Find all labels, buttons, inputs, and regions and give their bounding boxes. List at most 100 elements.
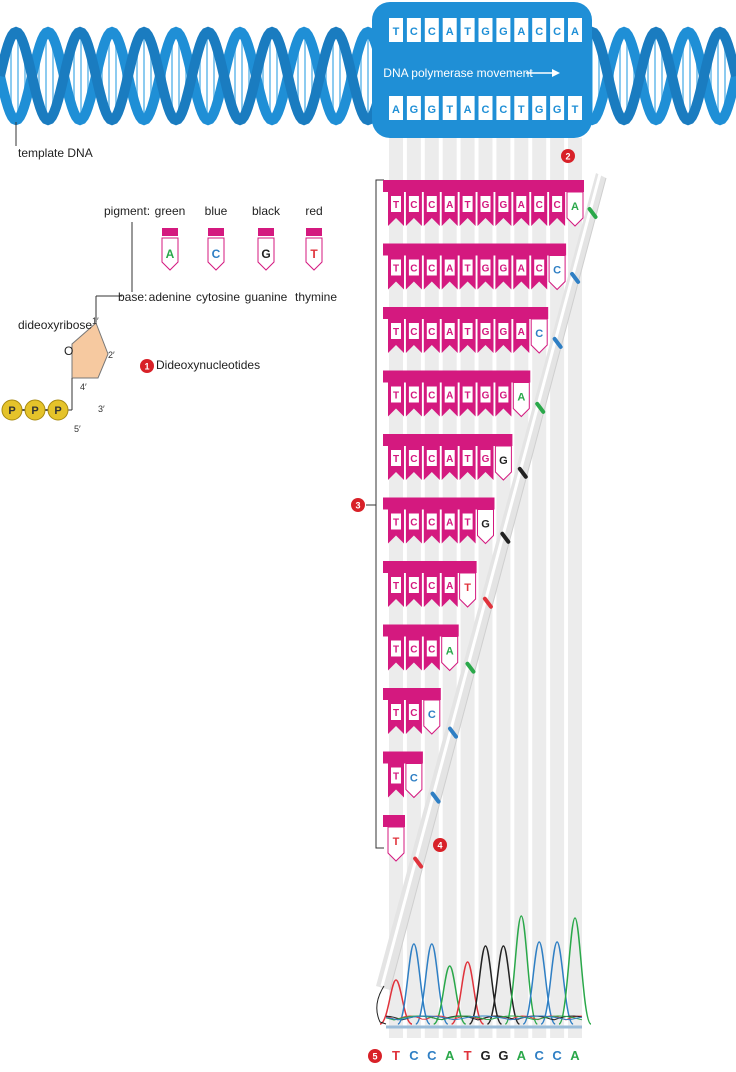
strand-base-cell <box>460 96 475 120</box>
fragment-backbone <box>383 751 423 764</box>
strand-base-letter: T <box>518 104 525 116</box>
nucleotide-letter: A <box>446 264 453 275</box>
carbon-3-label: 3′ <box>98 404 105 414</box>
nucleotide-letter: A <box>518 264 525 275</box>
nucleotide-letter: C <box>536 200 543 211</box>
capillary-mark <box>465 661 476 674</box>
nucleotide-window <box>444 577 455 593</box>
strand-base-letter: G <box>481 26 490 38</box>
chromatogram-peak <box>468 945 503 1025</box>
dideoxy-terminator <box>530 318 548 354</box>
terminator-letter: C <box>553 265 561 277</box>
legend-chip-body <box>161 237 179 271</box>
nucleotide-window <box>444 450 455 466</box>
nucleotide-window <box>391 704 401 720</box>
nucleotide-window <box>391 513 401 530</box>
strand-base-cell <box>460 18 475 42</box>
nucleotide-letter: G <box>482 391 490 402</box>
dideoxy-terminator <box>423 699 441 735</box>
nucleotide-window <box>391 259 401 276</box>
readout-base: C <box>535 1048 545 1063</box>
nucleotide-window <box>516 259 527 276</box>
pigment-red: red <box>305 204 323 218</box>
terminator-letter: C <box>535 328 543 340</box>
strand-base-letter: C <box>535 26 543 38</box>
strand-base-cell <box>514 18 529 42</box>
nucleotide-letter: T <box>393 708 399 719</box>
capillary-mark <box>570 271 581 284</box>
legend-chip-bar <box>258 228 274 236</box>
strand-base-cell <box>550 18 565 42</box>
nucleotide-letter: G <box>482 264 490 275</box>
helix-backbone <box>584 26 736 126</box>
nucleotide-window <box>534 259 545 276</box>
nucleotide-window <box>408 259 419 276</box>
nucleotide-letter: T <box>393 645 399 656</box>
nucleotide-letter: G <box>500 264 508 275</box>
fragment-row: T <box>383 815 405 862</box>
nucleotide-letter: C <box>410 327 417 338</box>
dideoxy-terminator <box>459 572 477 608</box>
callout-badge <box>351 498 365 512</box>
nucleotide-window <box>498 196 509 212</box>
strand-base-letter: G <box>410 104 419 116</box>
strand-base-cell <box>496 18 511 42</box>
nucleotide-letter: T <box>393 391 399 402</box>
pigment-black: black <box>251 204 280 218</box>
callouts: 1 2 3 4 5 <box>140 149 575 1063</box>
nucleotide-letter: A <box>446 327 453 338</box>
base-label: base: <box>118 290 148 304</box>
strand-base-letter: C <box>428 26 436 38</box>
readout-base: C <box>427 1048 437 1063</box>
strand-base-cell <box>424 96 439 120</box>
fragment-backbone <box>383 434 513 446</box>
chromatogram-peak <box>540 941 574 1025</box>
strand-base-letter: T <box>393 26 400 38</box>
lane-stripe <box>568 138 582 1038</box>
strand-base-cell <box>442 96 457 120</box>
strand-base-cell <box>514 96 529 120</box>
chromatogram-peak <box>522 941 556 1025</box>
capillary-mark <box>587 206 598 219</box>
nucleotide-letter: C <box>410 454 417 465</box>
nucleotide-window <box>408 577 419 593</box>
strand-base-letter: C <box>553 26 561 38</box>
nucleotide-window <box>498 386 509 403</box>
strand-base-cell <box>550 96 565 120</box>
nucleotide-window <box>391 386 401 403</box>
terminator-letter: A <box>446 646 454 658</box>
chromatogram-baseline <box>385 1015 583 1021</box>
dideoxy-terminator <box>494 445 512 481</box>
capillary-mark <box>535 401 546 414</box>
base-thymine: thymine <box>294 290 338 304</box>
lane-stripe <box>514 138 529 1038</box>
nucleotide-window <box>480 259 491 276</box>
callout-badge <box>140 359 154 373</box>
pigment-blue: blue <box>204 204 228 218</box>
nucleotide-letter: C <box>410 518 417 529</box>
nucleotide-letter: C <box>428 645 435 656</box>
capillary-tube <box>376 173 607 991</box>
terminator-letter: G <box>499 455 508 467</box>
nucleotide-letter: G <box>482 327 490 338</box>
nucleotide-letter: C <box>410 264 417 275</box>
legend-chip-bar <box>208 228 224 236</box>
dideoxy-terminator <box>512 382 530 418</box>
fragment-backbone <box>383 561 477 573</box>
nucleotide-letter: T <box>393 200 399 211</box>
nucleotide-letter: A <box>446 391 453 402</box>
carbon-1-label: 1′ <box>92 316 99 326</box>
phosphate-circle <box>24 399 46 421</box>
nucleotide-letter: A <box>518 200 525 211</box>
nucleotide-letter: C <box>536 264 543 275</box>
nucleotide-letter: A <box>446 518 453 529</box>
chromatogram-peak <box>432 965 467 1025</box>
fragment-backbone <box>383 688 441 700</box>
